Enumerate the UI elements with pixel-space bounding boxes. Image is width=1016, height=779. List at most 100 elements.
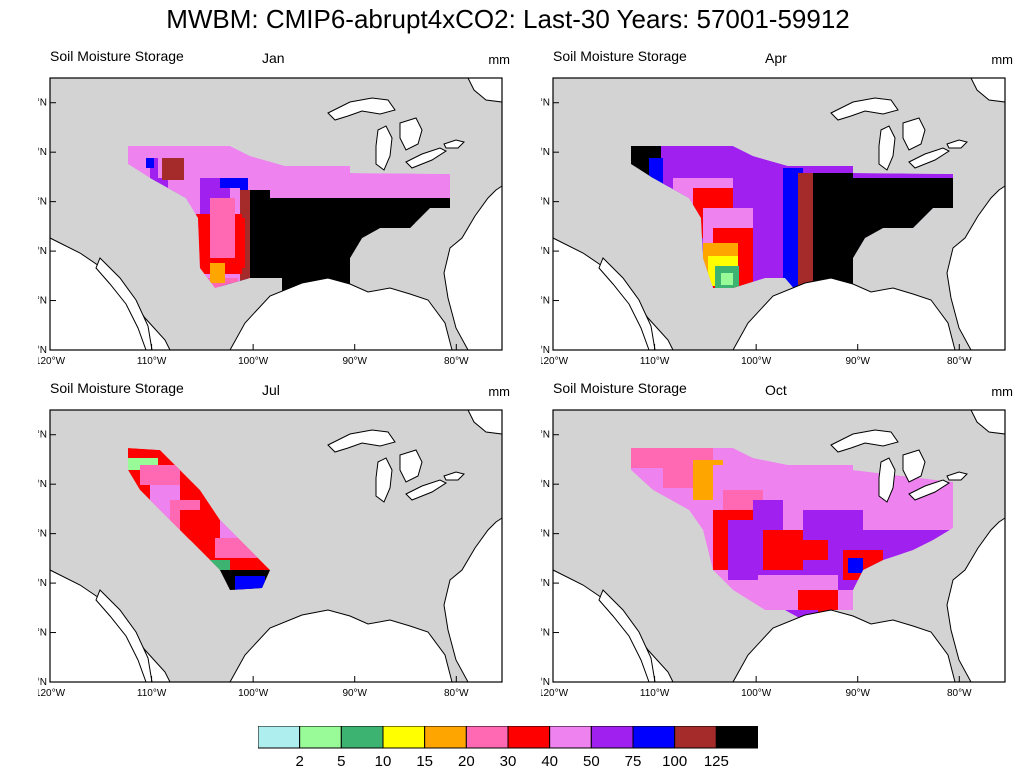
water-body: [327, 429, 396, 453]
map-plot: 50°N 45°N 40°N 35°N 30°N 25°N120°W 110°W 100°W 9…: [541, 409, 1006, 699]
plot-frame: [552, 77, 1006, 351]
water-body: [229, 277, 453, 351]
panel-units-label: mm: [991, 384, 1013, 399]
water-body: [327, 97, 396, 121]
data-field: [631, 448, 953, 620]
data-cell: [210, 198, 235, 258]
map-plot: 50°N 45°N 40°N 35°N 30°N 25°N120°W 110°W 100°W 9…: [541, 77, 1006, 367]
plot-frame: [49, 77, 503, 351]
water-body: [405, 147, 448, 169]
lon-tick-label: 80°W: [947, 688, 972, 699]
lon-tick-label: 110°W: [137, 356, 167, 367]
water-body: [229, 609, 453, 683]
data-cell: [180, 510, 200, 540]
legend-label: 50: [582, 753, 600, 770]
data-cell: [128, 146, 158, 158]
legend-swatch: [549, 725, 592, 749]
water-body: [902, 449, 926, 483]
legend-swatch: [257, 725, 301, 749]
lon-tick-label: 110°W: [640, 688, 670, 699]
water-body: [902, 117, 926, 151]
panel-units-label: mm: [991, 52, 1013, 67]
lon-tick-label: 90°W: [342, 688, 367, 699]
panel-month-label: Apr: [765, 50, 787, 66]
lon-tick-label: 100°W: [238, 688, 269, 699]
lon-tick-label: 120°W: [541, 688, 569, 699]
lat-tick-label: 35°N: [38, 246, 47, 257]
lon-tick-label: 110°W: [640, 356, 670, 367]
data-cell: [140, 465, 180, 485]
legend-swatch: [340, 725, 384, 749]
lon-tick-label: 120°W: [541, 356, 569, 367]
lat-tick-label: 50°N: [541, 98, 550, 109]
plot-frame: [49, 409, 503, 683]
map-panel-jul: Soil Moisture Storage Jul mm 50°N 45°N 40°N 35…: [38, 380, 510, 710]
legend-swatch: [424, 725, 467, 749]
water-body: [908, 147, 951, 169]
lat-tick-label: 45°N: [38, 479, 47, 490]
water-body: [830, 429, 899, 453]
water-body: [375, 125, 393, 171]
panel-units-label: mm: [488, 52, 510, 67]
water-body: [830, 97, 899, 121]
lon-tick-label: 110°W: [137, 688, 167, 699]
water-body: [732, 609, 956, 683]
water-body: [732, 277, 956, 351]
legend-bar: [257, 725, 759, 749]
legend-swatch: [299, 725, 342, 749]
map-plot: 50°N 45°N 40°N 35°N 30°N 25°N120°W 110°W 100°W 9…: [38, 77, 503, 367]
legend-swatch: [382, 725, 426, 749]
lat-tick-label: 40°N: [38, 529, 47, 540]
lat-tick-label: 50°N: [38, 98, 47, 109]
lon-tick-label: 90°W: [845, 356, 870, 367]
lon-tick-label: 90°W: [845, 688, 870, 699]
lat-tick-label: 25°N: [541, 345, 550, 356]
water-body: [946, 471, 968, 481]
data-cell: [721, 273, 733, 285]
water-body: [908, 479, 951, 501]
lat-tick-label: 25°N: [38, 677, 47, 688]
legend-label: 75: [624, 753, 642, 770]
lon-tick-label: 80°W: [947, 356, 972, 367]
legend-label: 2: [295, 753, 304, 770]
legend-label: 100: [662, 753, 688, 770]
legend-label: 10: [374, 753, 392, 770]
lon-tick-label: 100°W: [741, 688, 772, 699]
lat-tick-label: 40°N: [38, 197, 47, 208]
panel-variable-label: Soil Moisture Storage: [50, 380, 184, 396]
legend-swatch: [507, 725, 551, 749]
figure-title: MWBM: CMIP6-abrupt4xCO2: Last-30 Years: …: [166, 4, 850, 34]
lon-tick-label: 80°W: [444, 356, 469, 367]
lat-tick-label: 25°N: [38, 345, 47, 356]
lat-tick-label: 50°N: [38, 430, 47, 441]
legend-swatch: [632, 725, 676, 749]
lat-tick-label: 30°N: [541, 628, 550, 639]
legend-swatch: [715, 725, 759, 749]
color-legend: 2 5 10 15 20 30 40 50 75 100 125: [257, 725, 759, 776]
water-body: [443, 471, 465, 481]
lon-tick-label: 90°W: [342, 356, 367, 367]
data-cell: [763, 530, 803, 570]
lon-tick-label: 80°W: [444, 688, 469, 699]
legend-swatch: [590, 725, 634, 749]
panel-month-label: Oct: [765, 382, 787, 398]
legend-label: 125: [703, 753, 729, 770]
data-cell: [162, 158, 184, 180]
data-cell: [631, 146, 661, 158]
lat-tick-label: 35°N: [541, 578, 550, 589]
lat-tick-label: 45°N: [38, 147, 47, 158]
map-plot: 50°N 45°N 40°N 35°N 30°N 25°N120°W 110°W 100°W 9…: [38, 409, 503, 699]
plot-frame: [552, 409, 1006, 683]
legend-swatch: [465, 725, 509, 749]
data-cell: [923, 505, 943, 525]
lat-tick-label: 45°N: [541, 147, 550, 158]
legend-label: 30: [499, 753, 517, 770]
data-cell: [235, 576, 265, 590]
lat-tick-label: 25°N: [541, 677, 550, 688]
panel-month-label: Jan: [262, 50, 285, 66]
legend-label: 5: [337, 753, 346, 770]
data-cell: [798, 590, 838, 612]
water-body: [399, 117, 423, 151]
panel-units-label: mm: [488, 384, 510, 399]
lat-tick-label: 50°N: [541, 430, 550, 441]
